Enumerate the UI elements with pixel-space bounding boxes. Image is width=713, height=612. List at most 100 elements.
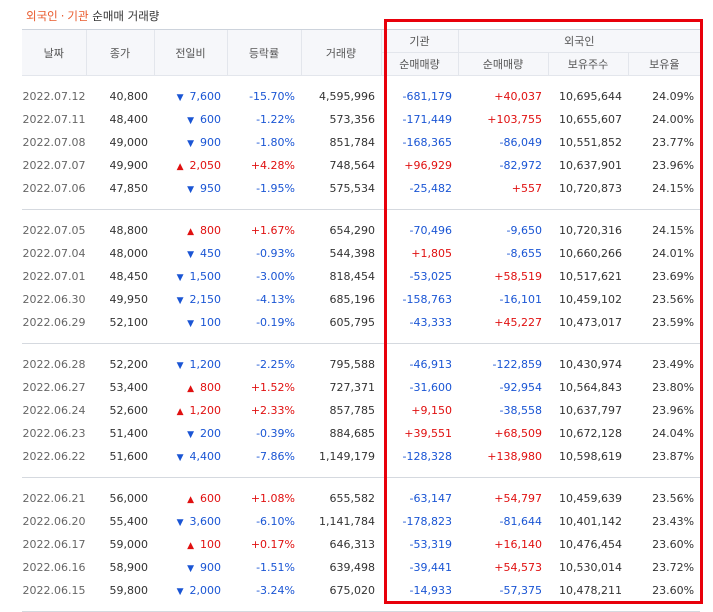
- cell-volume: 655,582: [301, 487, 381, 510]
- cell-close: 52,600: [86, 399, 154, 422]
- header-foreign-ratio: 보유율: [628, 53, 700, 76]
- cell-volume: 675,020: [301, 579, 381, 602]
- cell-close: 48,000: [86, 242, 154, 265]
- triangle-down-icon: ▼: [187, 185, 194, 195]
- cell-inst-net: -53,319: [381, 533, 458, 556]
- triangle-up-icon: ▲: [187, 495, 194, 505]
- triangle-down-icon: ▼: [177, 587, 184, 597]
- cell-date: 2022.07.07: [22, 154, 86, 177]
- title-foreign: 외국인: [26, 9, 58, 23]
- investor-trading-table: 날짜 종가 전일비 등락률 거래량 기관 외국인 순매매량 순매매량 보유주수 …: [22, 29, 700, 612]
- cell-close: 47,850: [86, 177, 154, 200]
- cell-change: ▼7,600: [154, 85, 227, 108]
- cell-rate: +1.52%: [227, 376, 301, 399]
- cell-foreign-shares: 10,637,901: [548, 154, 628, 177]
- change-value: 800: [200, 224, 221, 237]
- cell-volume: 605,795: [301, 311, 381, 334]
- cell-volume: 748,564: [301, 154, 381, 177]
- cell-inst-net: -171,449: [381, 108, 458, 131]
- change-value: 100: [200, 538, 221, 551]
- title-institution: 기관: [67, 9, 88, 23]
- cell-rate: +4.28%: [227, 154, 301, 177]
- cell-close: 59,800: [86, 579, 154, 602]
- cell-inst-net: -178,823: [381, 510, 458, 533]
- cell-foreign-net: +54,797: [458, 487, 548, 510]
- change-value: 2,150: [190, 293, 222, 306]
- cell-rate: -0.39%: [227, 422, 301, 445]
- cell-foreign-net: -122,859: [458, 353, 548, 376]
- cell-date: 2022.06.16: [22, 556, 86, 579]
- cell-foreign-ratio: 24.15%: [628, 219, 700, 242]
- cell-close: 56,000: [86, 487, 154, 510]
- cell-foreign-shares: 10,459,102: [548, 288, 628, 311]
- cell-change: ▼950: [154, 177, 227, 200]
- cell-foreign-shares: 10,637,797: [548, 399, 628, 422]
- cell-volume: 575,534: [301, 177, 381, 200]
- cell-change: ▲2,050: [154, 154, 227, 177]
- cell-foreign-ratio: 24.15%: [628, 177, 700, 200]
- cell-change: ▼900: [154, 556, 227, 579]
- cell-rate: -15.70%: [227, 85, 301, 108]
- cell-volume: 727,371: [301, 376, 381, 399]
- cell-rate: -2.25%: [227, 353, 301, 376]
- cell-foreign-shares: 10,476,454: [548, 533, 628, 556]
- cell-foreign-ratio: 23.87%: [628, 445, 700, 468]
- cell-foreign-shares: 10,459,639: [548, 487, 628, 510]
- cell-foreign-ratio: 23.69%: [628, 265, 700, 288]
- cell-foreign-net: +138,980: [458, 445, 548, 468]
- cell-volume: 818,454: [301, 265, 381, 288]
- cell-foreign-ratio: 24.09%: [628, 85, 700, 108]
- cell-foreign-ratio: 23.96%: [628, 399, 700, 422]
- cell-close: 52,200: [86, 353, 154, 376]
- header-institution-group: 기관: [381, 30, 458, 53]
- cell-rate: -3.24%: [227, 579, 301, 602]
- group-spacer: [22, 468, 700, 478]
- cell-foreign-ratio: 23.49%: [628, 353, 700, 376]
- group-spacer: [22, 210, 700, 219]
- cell-change: ▲800: [154, 376, 227, 399]
- cell-change: ▼100: [154, 311, 227, 334]
- cell-change: ▲1,200: [154, 399, 227, 422]
- cell-volume: 685,196: [301, 288, 381, 311]
- cell-volume: 795,588: [301, 353, 381, 376]
- cell-inst-net: -53,025: [381, 265, 458, 288]
- cell-inst-net: -14,933: [381, 579, 458, 602]
- cell-foreign-net: -81,644: [458, 510, 548, 533]
- change-value: 450: [200, 247, 221, 260]
- cell-volume: 654,290: [301, 219, 381, 242]
- cell-inst-net: +96,929: [381, 154, 458, 177]
- cell-rate: -3.00%: [227, 265, 301, 288]
- change-value: 1,200: [190, 358, 222, 371]
- cell-date: 2022.07.04: [22, 242, 86, 265]
- cell-foreign-shares: 10,655,607: [548, 108, 628, 131]
- cell-date: 2022.06.24: [22, 399, 86, 422]
- cell-volume: 884,685: [301, 422, 381, 445]
- cell-foreign-net: -92,954: [458, 376, 548, 399]
- cell-foreign-ratio: 24.00%: [628, 108, 700, 131]
- cell-change: ▼600: [154, 108, 227, 131]
- cell-change: ▼200: [154, 422, 227, 445]
- cell-volume: 639,498: [301, 556, 381, 579]
- cell-rate: +1.67%: [227, 219, 301, 242]
- cell-rate: +2.33%: [227, 399, 301, 422]
- cell-close: 40,800: [86, 85, 154, 108]
- cell-close: 49,950: [86, 288, 154, 311]
- cell-change: ▼2,000: [154, 579, 227, 602]
- title-separator: ·: [61, 9, 65, 23]
- cell-inst-net: -43,333: [381, 311, 458, 334]
- cell-foreign-shares: 10,720,316: [548, 219, 628, 242]
- group-spacer: [22, 602, 700, 612]
- cell-rate: +1.08%: [227, 487, 301, 510]
- cell-foreign-net: +103,755: [458, 108, 548, 131]
- change-value: 3,600: [190, 515, 222, 528]
